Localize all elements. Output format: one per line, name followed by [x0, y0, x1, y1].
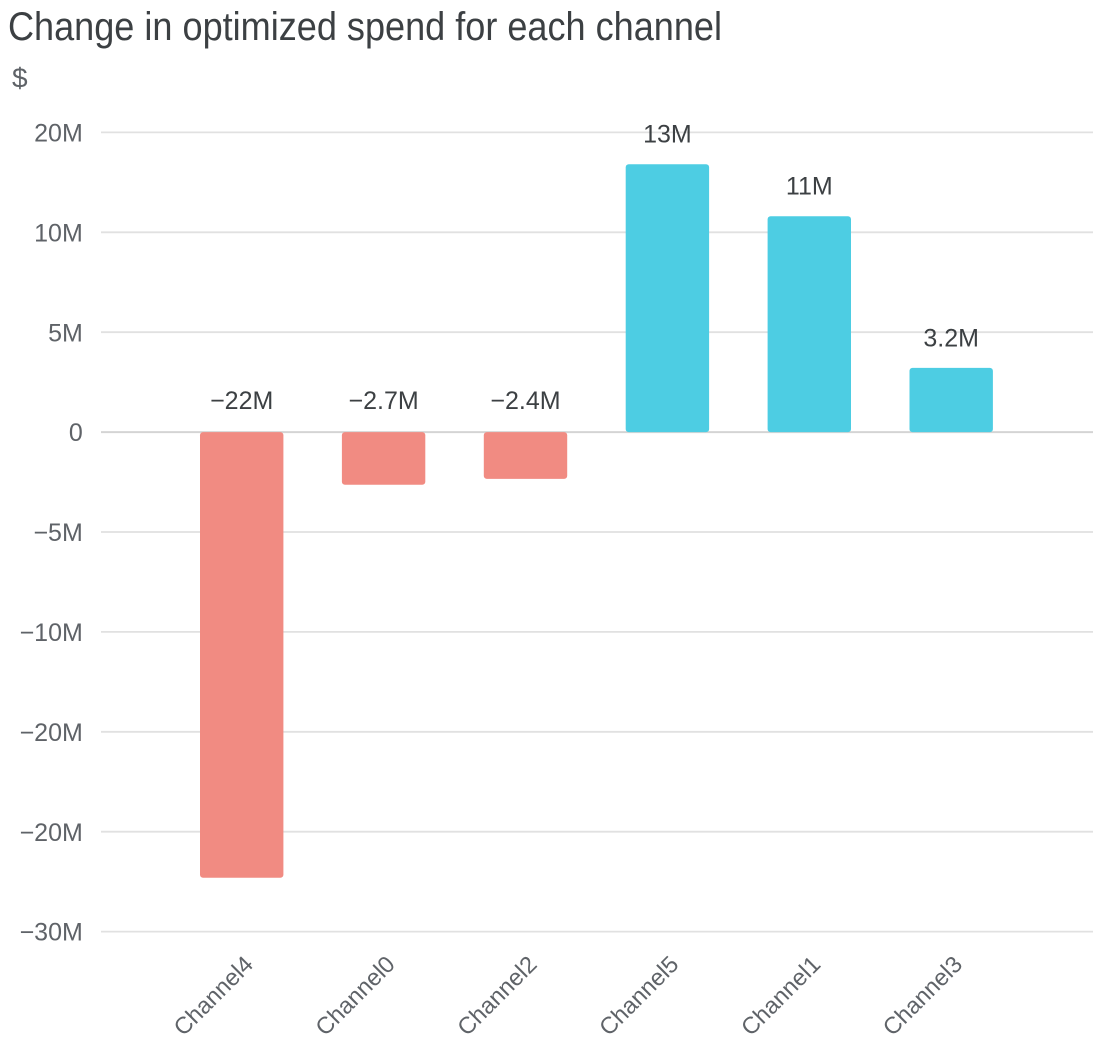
- svg-text:13M: 13M: [643, 120, 692, 148]
- svg-text:3.2M: 3.2M: [923, 324, 979, 352]
- svg-text:−2.7M: −2.7M: [349, 387, 419, 415]
- svg-text:−30M: −30M: [20, 919, 83, 947]
- svg-text:20M: 20M: [34, 120, 83, 148]
- svg-text:10M: 10M: [34, 219, 83, 247]
- svg-text:−22M: −22M: [210, 387, 273, 415]
- svg-text:$: $: [12, 63, 28, 94]
- svg-text:−10M: −10M: [20, 619, 83, 647]
- svg-text:−5M: −5M: [33, 519, 82, 547]
- svg-text:Change in optimized spend for: Change in optimized spend for each chann…: [8, 5, 722, 49]
- svg-text:−20M: −20M: [20, 719, 83, 747]
- svg-text:−2.4M: −2.4M: [490, 387, 560, 415]
- svg-text:5M: 5M: [48, 319, 83, 347]
- svg-text:0: 0: [69, 419, 83, 447]
- svg-text:−20M: −20M: [20, 819, 83, 847]
- svg-text:11M: 11M: [786, 173, 833, 201]
